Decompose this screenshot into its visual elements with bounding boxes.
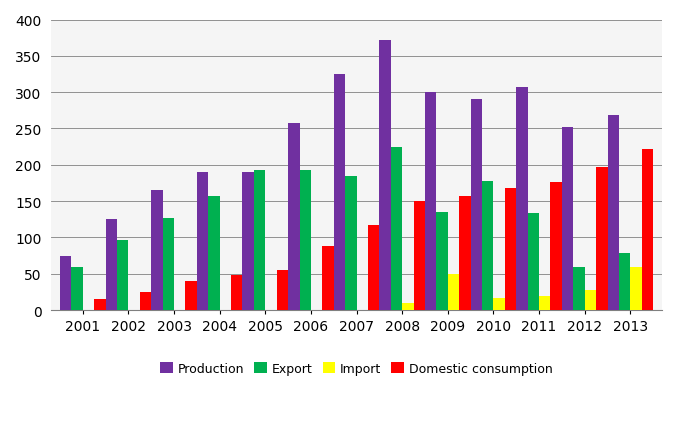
Bar xyxy=(391,147,402,311)
Bar xyxy=(550,183,562,311)
Bar xyxy=(94,299,106,311)
Legend: Production, Export, Import, Domestic consumption: Production, Export, Import, Domestic con… xyxy=(156,357,558,380)
Bar xyxy=(471,100,482,311)
Bar xyxy=(345,176,357,311)
Bar xyxy=(197,173,209,311)
Bar xyxy=(517,88,527,311)
Bar xyxy=(368,226,379,311)
Bar xyxy=(630,267,642,311)
Bar xyxy=(585,290,596,311)
Bar xyxy=(288,124,299,311)
Bar xyxy=(71,267,83,311)
Bar xyxy=(322,247,334,311)
Bar xyxy=(117,240,129,311)
Bar xyxy=(60,256,71,311)
Bar xyxy=(414,201,425,311)
Bar xyxy=(494,298,505,311)
Bar xyxy=(106,220,117,311)
Bar xyxy=(482,181,494,311)
Bar xyxy=(162,218,174,311)
Bar xyxy=(425,93,437,311)
Bar xyxy=(596,167,607,311)
Bar xyxy=(334,75,345,311)
Bar xyxy=(151,191,162,311)
Bar xyxy=(505,189,517,311)
Bar xyxy=(402,303,414,311)
Bar xyxy=(299,170,311,311)
Bar xyxy=(562,128,573,311)
Bar xyxy=(459,196,471,311)
Bar xyxy=(379,41,391,311)
Bar xyxy=(573,267,585,311)
Bar xyxy=(277,271,288,311)
Bar xyxy=(209,196,219,311)
Bar xyxy=(642,150,653,311)
Bar xyxy=(242,173,254,311)
Bar xyxy=(185,282,197,311)
Bar xyxy=(231,276,242,311)
Bar xyxy=(254,170,265,311)
Bar xyxy=(539,296,550,311)
Bar xyxy=(619,254,630,311)
Bar xyxy=(607,116,619,311)
Bar xyxy=(437,213,447,311)
Bar xyxy=(447,274,459,311)
Bar xyxy=(527,214,539,311)
Bar xyxy=(140,292,151,311)
